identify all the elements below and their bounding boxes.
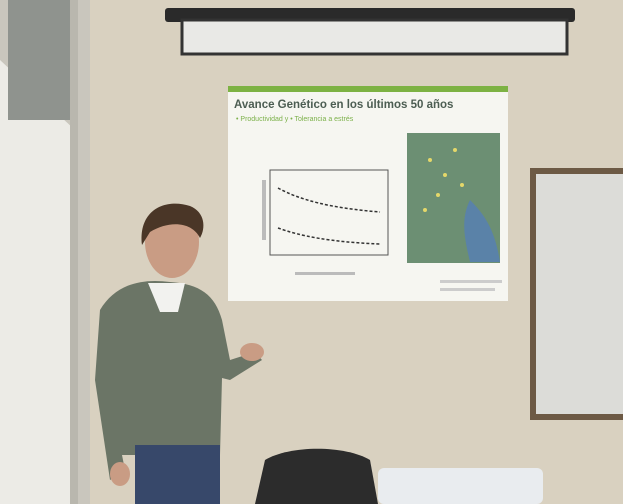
curve bbox=[277, 187, 381, 213]
slide-plot bbox=[262, 169, 389, 275]
bag bbox=[255, 448, 378, 504]
axis-label-blur bbox=[295, 272, 355, 275]
map-water bbox=[464, 200, 500, 262]
slide-title: Avance Genético en los últimos 50 años bbox=[234, 99, 453, 111]
hair bbox=[141, 203, 204, 245]
jeans bbox=[135, 445, 220, 504]
screen-case bbox=[180, 18, 569, 56]
hand bbox=[110, 462, 130, 486]
slide-ref bbox=[440, 280, 502, 283]
left-panel bbox=[0, 60, 75, 504]
window-frame bbox=[8, 0, 70, 120]
slide-bar bbox=[228, 86, 508, 92]
axis-label-blur bbox=[262, 180, 266, 240]
whiteboard bbox=[536, 174, 623, 414]
projector bbox=[378, 468, 543, 504]
shirt bbox=[148, 283, 185, 312]
door-edge bbox=[70, 0, 78, 504]
hand bbox=[240, 343, 264, 361]
presenter bbox=[95, 203, 264, 504]
plot-frame bbox=[269, 169, 389, 256]
sweater bbox=[95, 280, 262, 480]
slide-ref bbox=[440, 288, 495, 291]
slide-subtitle: • Productividad y • Tolerancia a estrés bbox=[236, 116, 354, 123]
curve bbox=[277, 227, 381, 245]
map-points bbox=[423, 148, 464, 212]
